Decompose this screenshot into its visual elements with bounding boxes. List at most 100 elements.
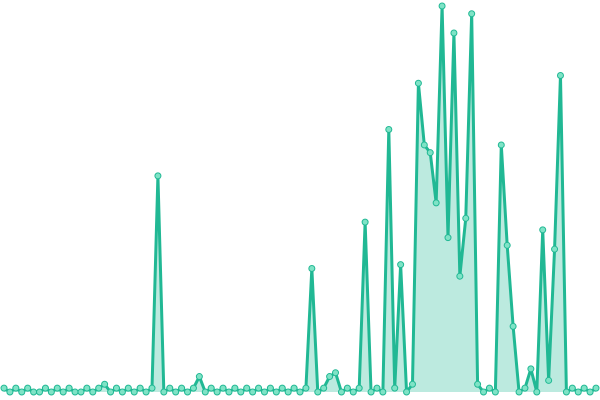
point [574,388,582,396]
point [403,388,411,396]
point [521,384,529,392]
point [77,388,85,396]
point [53,384,61,392]
point [361,218,369,226]
point [539,226,547,234]
point [30,388,38,396]
point [160,388,168,396]
point [391,384,399,392]
point [509,322,517,330]
point [184,388,192,396]
point [503,241,511,249]
point [207,384,215,392]
point [533,388,541,396]
point [444,234,452,242]
point [95,384,103,392]
point [6,388,14,396]
point [12,384,20,392]
point [231,384,239,392]
point [41,384,49,392]
point [266,384,274,392]
point [432,199,440,207]
point [36,388,44,396]
point [237,388,245,396]
point [556,71,564,79]
point [480,388,488,396]
point [308,264,316,272]
point [367,388,375,396]
point [450,29,458,37]
point [201,388,209,396]
point [136,384,144,392]
point [172,388,180,396]
point [225,388,233,396]
point [65,384,73,392]
point [343,384,351,392]
point [355,384,363,392]
point [551,245,559,253]
point [397,261,405,269]
point [189,384,197,392]
point [373,384,381,392]
point [243,384,251,392]
point [107,388,115,396]
point [0,384,8,392]
point [302,384,310,392]
point [130,388,138,396]
point [59,388,67,396]
point [166,384,174,392]
point [260,388,268,396]
point [148,384,156,392]
point [112,384,120,392]
point [326,373,334,381]
point [408,380,416,388]
point [426,149,434,157]
point [497,141,505,149]
point [195,373,203,381]
point [462,214,470,222]
point [154,172,162,180]
point [83,384,91,392]
point [438,2,446,10]
point [18,388,26,396]
point [47,388,55,396]
point [580,384,588,392]
point [284,388,292,396]
point [290,384,298,392]
point [24,384,32,392]
point [272,388,280,396]
point [249,388,257,396]
point [385,126,393,134]
point [101,380,109,388]
point [320,384,328,392]
point [124,384,132,392]
point [456,272,464,280]
point [219,384,227,392]
point [142,388,150,396]
point [562,388,570,396]
point [586,388,594,396]
point [332,369,340,377]
point [414,79,422,87]
point [278,384,286,392]
point [314,388,322,396]
point [491,388,499,396]
point [255,384,263,392]
point [515,388,523,396]
point [379,388,387,396]
point [568,384,576,392]
point [337,388,345,396]
point [474,380,482,388]
point [118,388,126,396]
point [592,384,600,392]
point [296,388,304,396]
point [349,388,357,396]
point [485,384,493,392]
point [213,388,221,396]
point [178,384,186,392]
point [71,388,79,396]
point [527,365,535,373]
point [468,10,476,18]
